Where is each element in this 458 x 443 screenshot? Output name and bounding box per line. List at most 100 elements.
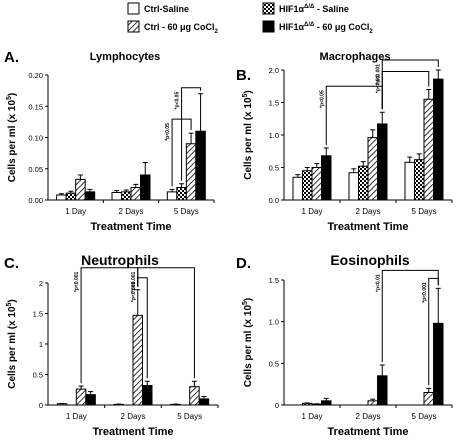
bar (111, 192, 122, 201)
bar (75, 388, 87, 406)
bar (185, 143, 197, 201)
x-category-label: 5 Days (412, 207, 437, 216)
y-tick-label: 0.15 (28, 102, 43, 111)
bar (367, 137, 378, 201)
x-category-label: 1 Day (66, 412, 87, 421)
x-axis-title: Treatment Time (92, 426, 173, 438)
significance-bracket (381, 71, 430, 110)
bar (321, 400, 332, 406)
panel-letter: D. (236, 255, 251, 272)
y-axis-title-close: ) (7, 93, 18, 96)
bar (198, 398, 210, 406)
bar (311, 403, 322, 406)
bar (121, 191, 132, 201)
y-axis-title-sup: 5 (6, 302, 13, 306)
y-axis-title: Cells per ml (x 105) (242, 298, 254, 388)
significance-annotation: *p<0.01 (375, 75, 381, 93)
bar (358, 165, 369, 201)
significance-annotation: *p<0.001 (131, 281, 137, 302)
x-axis-title: Treatment Time (327, 426, 408, 438)
x-axis-title: Treatment Time (90, 221, 171, 233)
x-axis-title: Treatment Time (327, 221, 408, 233)
y-axis-title-text: Cells per ml (x 10 (243, 305, 254, 388)
legend-label: HIF1αΔ/Δ - 60 μg CoCl2 (279, 22, 373, 35)
bar (140, 174, 151, 201)
y-axis-title-text: Cells per ml (x 10 (243, 97, 254, 180)
panel-letter: B. (236, 67, 251, 84)
y-tick-label: 0 (39, 401, 43, 410)
legend-item-hif-saline: HIF1αΔ/Δ - Saline (262, 2, 349, 15)
panel-letter: C. (4, 255, 19, 272)
significance-annotation: *p<0.001 (375, 64, 381, 85)
y-tick-label: 1 (39, 340, 43, 349)
y-axis-title: Cells per ml (x 105) (242, 90, 254, 180)
y-axis-title-sup: 5 (242, 301, 249, 305)
x-category-label: 5 Days (177, 412, 202, 421)
y-axis-title-close: ) (7, 299, 18, 302)
panel-title: Eosinophils (330, 252, 410, 268)
x-category-label: 1 Day (302, 207, 323, 216)
x-category-label: 5 Days (174, 207, 199, 216)
x-category-label: 1 Day (65, 207, 86, 216)
y-tick-label: 0.5 (33, 371, 43, 380)
bar (84, 191, 96, 201)
y-axis-title-close: ) (243, 298, 254, 301)
significance-bracket (181, 87, 202, 181)
bar (423, 392, 434, 406)
panel-title: Neutrophils (81, 252, 159, 268)
bar (130, 187, 141, 201)
y-axis-title-sup: 5 (6, 96, 13, 100)
panel-letter: A. (4, 49, 19, 66)
y-tick-label: 1.5 (33, 310, 43, 319)
significance-annotation: *p<0.001 (131, 271, 137, 292)
y-tick-label: 2 (39, 279, 43, 288)
y-axis-title-text: Cells per ml (x 10 (7, 100, 18, 183)
x-category-label: 1 Day (302, 412, 323, 421)
bar (404, 161, 415, 201)
significance-annotation: *p<0.001 (422, 282, 428, 303)
significance-annotation: *p<0.05 (319, 90, 325, 108)
y-tick-label: 0.20 (28, 71, 43, 80)
legend-item-ctrl-cocl2: Ctrl - 60 μg CoCl2 (127, 20, 219, 35)
y-axis-title: Cells per ml (x 105) (6, 299, 18, 389)
y-axis-title: Cells per ml (x 105) (6, 93, 18, 183)
significance-bracket (381, 59, 439, 110)
y-tick-label: 2.0 (269, 66, 279, 75)
y-tick-label: 1.5 (269, 99, 279, 108)
significance-annotation: *p<0.05 (175, 92, 181, 110)
significance-bracket (428, 277, 439, 386)
panel-title: Macrophages (320, 51, 391, 63)
x-category-label: 2 Days (356, 412, 381, 421)
bar (166, 191, 178, 201)
bar (367, 400, 378, 406)
bar (195, 130, 206, 201)
bar (142, 384, 153, 406)
y-tick-label: 0.0 (269, 196, 279, 205)
panel-lymphocytes: A. Lymphocytes 0.00 0.05 0.10 0.15 0.20 Cells p… (4, 49, 215, 233)
significance-annotation: *p<0.05 (165, 123, 171, 141)
legend-label: Ctrl - 60 μg CoCl2 (144, 22, 219, 35)
y-tick-label: 0.10 (28, 134, 43, 143)
bar (377, 123, 388, 201)
bar (85, 394, 96, 406)
y-axis-title-text: Cells per ml (x 10 (7, 306, 18, 389)
significance-bracket (137, 267, 195, 379)
significance-bracket (80, 267, 139, 384)
y-tick-label: 1.0 (269, 131, 279, 140)
y-axis-title-sup: 5 (242, 93, 249, 97)
legend-swatch-checker (262, 2, 275, 15)
y-tick-label: 0.5 (269, 359, 279, 368)
y-tick-label: 1.0 (269, 318, 279, 327)
bar (321, 155, 332, 201)
legend-swatch-white (127, 2, 140, 15)
y-tick-label: 0 (275, 401, 279, 410)
bar (176, 187, 187, 201)
bar (75, 178, 86, 201)
x-category-label: 2 Days (356, 207, 381, 216)
legend-item-ctrl-saline: Ctrl-Saline (127, 2, 189, 15)
significance-bracket (381, 269, 439, 362)
y-tick-label: 0.05 (28, 165, 43, 174)
bar (132, 314, 143, 406)
